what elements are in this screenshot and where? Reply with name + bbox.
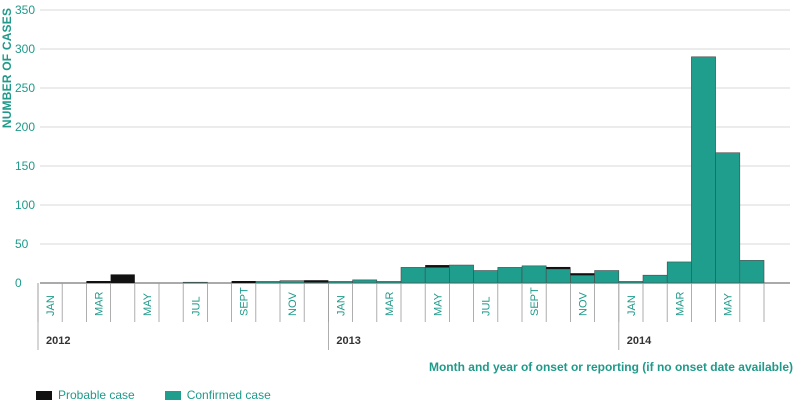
y-tick-labels: 0 50 100 150 200 250 300 350 [15, 3, 35, 290]
y-tick-label: 250 [15, 81, 35, 95]
bar-confirmed [739, 260, 765, 284]
x-tick-label: JAN [45, 295, 57, 316]
bar-confirmed [279, 280, 305, 284]
bar-probable [546, 266, 571, 269]
bar-probable [86, 281, 111, 283]
bar-confirmed [666, 261, 692, 284]
bar-probable [570, 273, 595, 276]
y-tick-label: 100 [15, 198, 35, 212]
bar-confirmed [497, 267, 523, 284]
y-tick-label: 0 [15, 276, 22, 290]
legend-label-probable: Probable case [58, 388, 135, 402]
x-tick-labels: JAN MAR MAY JUL SEPT NOV JAN MAR MAY JUL SEPT NOV JA… [37, 283, 765, 322]
y-tick-label: 50 [15, 237, 29, 251]
y-tick-label: 350 [15, 3, 35, 17]
bars [86, 56, 765, 284]
legend-swatch-confirmed [164, 390, 181, 400]
y-axis-label: NUMBER OF CASES [0, 7, 14, 129]
x-tick-label: NOV [287, 292, 299, 317]
bar-confirmed [691, 56, 716, 284]
x-tick-label: MAY [432, 292, 444, 316]
bar-confirmed [328, 281, 353, 284]
legend: Probable case Confirmed case [36, 388, 301, 402]
x-tick-label: JUL [190, 296, 202, 316]
bar-confirmed [352, 279, 378, 284]
x-tick-label: SEPT [529, 287, 541, 316]
bar-confirmed [545, 268, 571, 284]
bar-confirmed [570, 274, 595, 284]
grid-lines [40, 9, 790, 284]
y-tick-label: 200 [15, 120, 35, 134]
x-tick-label: MAR [674, 292, 686, 317]
bar-confirmed [400, 267, 426, 284]
legend-swatch-probable [36, 390, 52, 400]
bar-confirmed [521, 265, 547, 284]
bar-confirmed [618, 281, 644, 284]
bar-confirmed [642, 274, 668, 284]
bar-probable [231, 281, 256, 283]
y-tick-label: 300 [15, 42, 35, 56]
bar-probable [425, 265, 450, 268]
x-tick-label: JAN [336, 295, 348, 316]
year-label: 2013 [336, 335, 360, 347]
x-tick-label: SEPT [239, 287, 251, 316]
x-tick-label: JUL [481, 296, 493, 316]
bar-confirmed [424, 267, 450, 284]
bar-confirmed [449, 264, 474, 284]
bar-confirmed [594, 270, 620, 284]
legend-item-confirmed: Confirmed case [164, 388, 271, 402]
x-tick-label: NOV [578, 292, 590, 317]
bar-confirmed [182, 281, 208, 284]
x-tick-label: MAY [142, 292, 154, 316]
bar-probable [110, 274, 135, 283]
bar-confirmed [303, 281, 329, 284]
y-tick-label: 150 [15, 159, 35, 173]
year-label: 2014 [627, 335, 652, 347]
bar-confirmed [376, 281, 402, 284]
x-tick-label: MAR [384, 292, 396, 317]
legend-item-probable: Probable case [36, 388, 135, 402]
bar-confirmed [255, 281, 281, 284]
year-label: 2012 [46, 335, 70, 347]
x-tick-label: MAR [94, 292, 106, 317]
x-axis-label: Month and year of onset or reporting (if… [428, 360, 793, 374]
bar-confirmed [473, 270, 499, 284]
year-labels: 2012 2013 2014 [37, 283, 652, 350]
bar-confirmed [715, 152, 741, 284]
x-tick-label: MAY [723, 292, 735, 316]
legend-label-confirmed: Confirmed case [186, 388, 271, 402]
bar-probable [304, 280, 329, 283]
x-tick-label: JAN [626, 295, 638, 316]
